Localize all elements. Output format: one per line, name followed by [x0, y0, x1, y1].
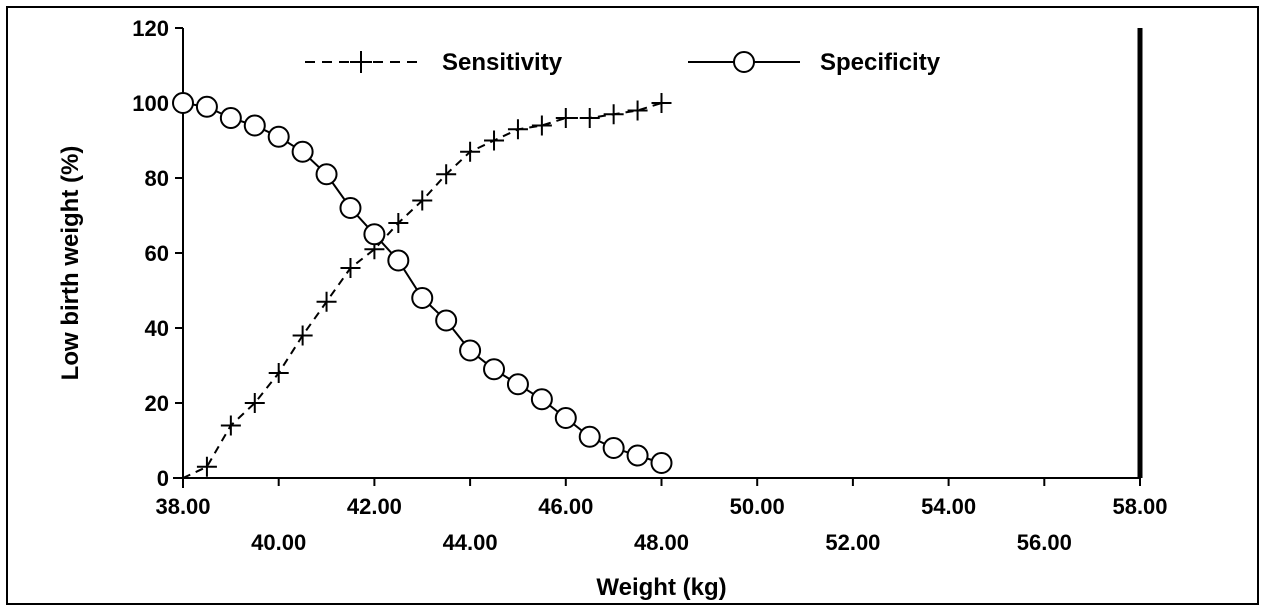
x-tick-label: 52.00 — [825, 530, 880, 555]
series-sensitivity — [173, 93, 672, 488]
sensitivity-marker — [340, 258, 361, 278]
specificity-marker — [291, 140, 314, 163]
x-tick-label: 48.00 — [634, 530, 689, 555]
series-layer — [172, 92, 673, 488]
y-tick-label: 0 — [157, 466, 169, 491]
sensitivity-marker — [196, 456, 217, 477]
x-tick-label: 50.00 — [730, 494, 785, 519]
sensitivity-marker — [460, 141, 481, 162]
specificity-marker — [387, 249, 410, 272]
specificity-marker — [435, 309, 458, 332]
specificity-marker — [339, 197, 362, 219]
specificity-marker — [219, 107, 242, 129]
specificity-marker — [172, 92, 194, 114]
sensitivity-marker — [292, 325, 313, 346]
x-tick-label: 42.00 — [347, 494, 402, 519]
sensitivity-marker — [316, 291, 337, 312]
y-tick-label: 100 — [132, 91, 169, 116]
specificity-marker — [411, 287, 434, 309]
x-tick-label: 58.00 — [1112, 494, 1167, 519]
specificity-marker — [315, 163, 338, 186]
sensitivity-marker — [220, 415, 241, 436]
specificity-marker — [578, 425, 601, 448]
sensitivity-marker — [603, 104, 624, 125]
sensitivity-marker — [173, 468, 193, 488]
sensitivity-marker — [651, 93, 672, 113]
x-tick-label: 40.00 — [251, 530, 306, 555]
legend-item-sensitivity: Sensitivity — [305, 49, 563, 76]
sensitivity-marker — [555, 108, 576, 128]
sensitivity-marker — [388, 213, 409, 233]
sensitivity-marker — [268, 363, 289, 383]
legend-plus-marker — [350, 51, 372, 73]
specificity-marker — [530, 388, 553, 411]
specificity-marker — [554, 407, 577, 429]
x-tick-label: 56.00 — [1017, 530, 1072, 555]
specificity-marker — [506, 373, 529, 396]
legend-label-sensitivity: Sensitivity — [442, 49, 563, 76]
y-axis-title: Low birth weight (%) — [57, 146, 84, 381]
x-axis-title: Weight (kg) — [596, 574, 726, 601]
series-specificity — [172, 92, 673, 474]
sensitivity-marker — [244, 393, 265, 413]
specificity-marker — [602, 437, 625, 459]
specificity-marker — [243, 114, 266, 137]
legend: Sensitivity Specificity — [305, 49, 941, 76]
axis-ticks: 0 20 40 60 80 100 120 38.00 40.00 42.00 44.00 46.00… — [132, 16, 1167, 555]
x-tick-label: 46.00 — [538, 494, 593, 519]
specificity-marker — [459, 339, 482, 362]
legend-item-specificity: Specificity — [688, 49, 941, 76]
sensitivity-marker — [484, 130, 505, 151]
chart-frame — [6, 6, 1259, 605]
sensitivity-marker — [436, 164, 457, 185]
y-tick-label: 40 — [145, 316, 169, 341]
specificity-marker — [483, 358, 506, 381]
sensitivity-marker — [579, 108, 600, 128]
specificity-marker — [626, 444, 649, 467]
specificity-marker — [363, 223, 386, 246]
legend-label-specificity: Specificity — [820, 49, 941, 76]
legend-circle-marker — [733, 51, 755, 73]
sensitivity-marker — [412, 190, 433, 211]
x-tick-label: 54.00 — [921, 494, 976, 519]
x-tick-label: 44.00 — [443, 530, 498, 555]
y-tick-label: 60 — [145, 241, 169, 266]
y-tick-label: 120 — [132, 16, 169, 41]
specificity-marker — [195, 95, 218, 118]
y-tick-label: 20 — [145, 391, 169, 416]
sensitivity-marker — [531, 115, 552, 136]
x-tick-label: 38.00 — [155, 494, 210, 519]
y-tick-label: 80 — [145, 166, 169, 191]
sensitivity-marker — [627, 100, 648, 121]
sensitivity-marker — [507, 119, 528, 140]
specificity-marker — [650, 452, 673, 474]
specificity-marker — [267, 125, 290, 148]
